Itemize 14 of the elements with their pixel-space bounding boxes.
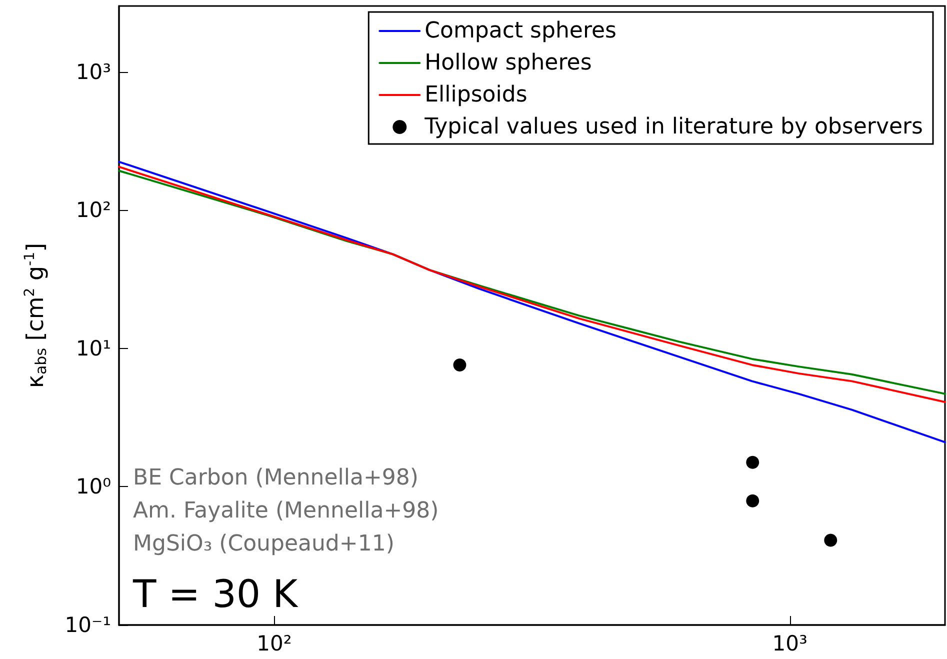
y-tick-label: 10¹ [76,336,111,360]
legend-label: Ellipsoids [424,82,528,108]
annotation: BE Carbon (Mennella+98) [133,466,418,490]
y-tick-label: 10³ [76,60,111,84]
y-tick-label: 10⁰ [76,474,111,499]
legend-label: Hollow spheres [424,50,592,76]
annotation: MgSiO₃ (Coupeaud+11) [133,532,394,556]
y-tick-label: 10⁻¹ [64,613,111,637]
annotation: T = 30 K [132,572,299,616]
y-tick-label: 10² [76,198,111,222]
legend-label: Compact spheres [424,18,617,44]
y-axis-title: κabs [cm2 g-1] [22,242,50,388]
annotation: Am. Fayalite (Mennella+98) [133,498,439,524]
legend-label: Typical values used in literature by observers [424,114,924,140]
